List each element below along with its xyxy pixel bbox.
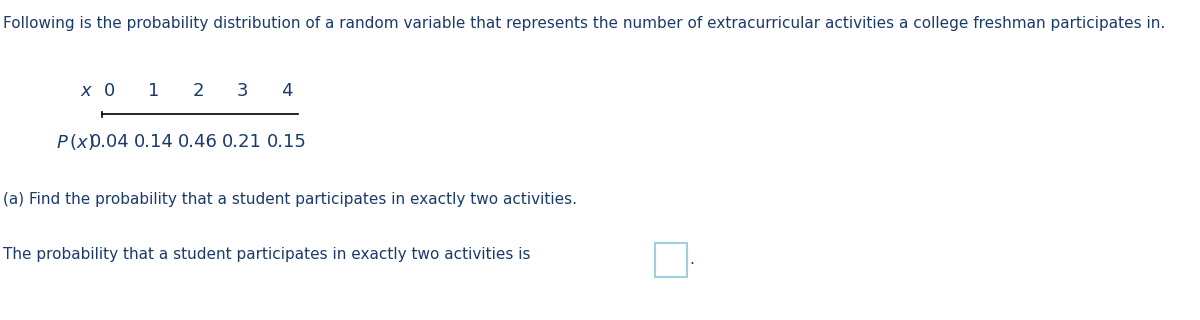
Text: 3: 3	[236, 82, 248, 100]
Text: 4: 4	[281, 82, 292, 100]
Text: .: .	[690, 252, 695, 267]
Text: 0.15: 0.15	[266, 133, 306, 151]
Text: 0.46: 0.46	[178, 133, 218, 151]
Text: 0.04: 0.04	[90, 133, 130, 151]
Text: x: x	[80, 82, 91, 100]
Text: 2: 2	[192, 82, 204, 100]
FancyBboxPatch shape	[655, 243, 688, 277]
Text: (a) Find the probability that a student participates in exactly two activities.: (a) Find the probability that a student …	[2, 192, 577, 207]
Text: 0.14: 0.14	[134, 133, 174, 151]
Text: The probability that a student participates in exactly two activities is: The probability that a student participa…	[2, 247, 530, 262]
Text: 1: 1	[149, 82, 160, 100]
Text: 0: 0	[104, 82, 115, 100]
Text: 0.21: 0.21	[222, 133, 262, 151]
Text: Following is the probability distribution of a random variable that represents t: Following is the probability distributio…	[2, 16, 1165, 31]
Text: $P\,(x)$: $P\,(x)$	[55, 132, 95, 152]
